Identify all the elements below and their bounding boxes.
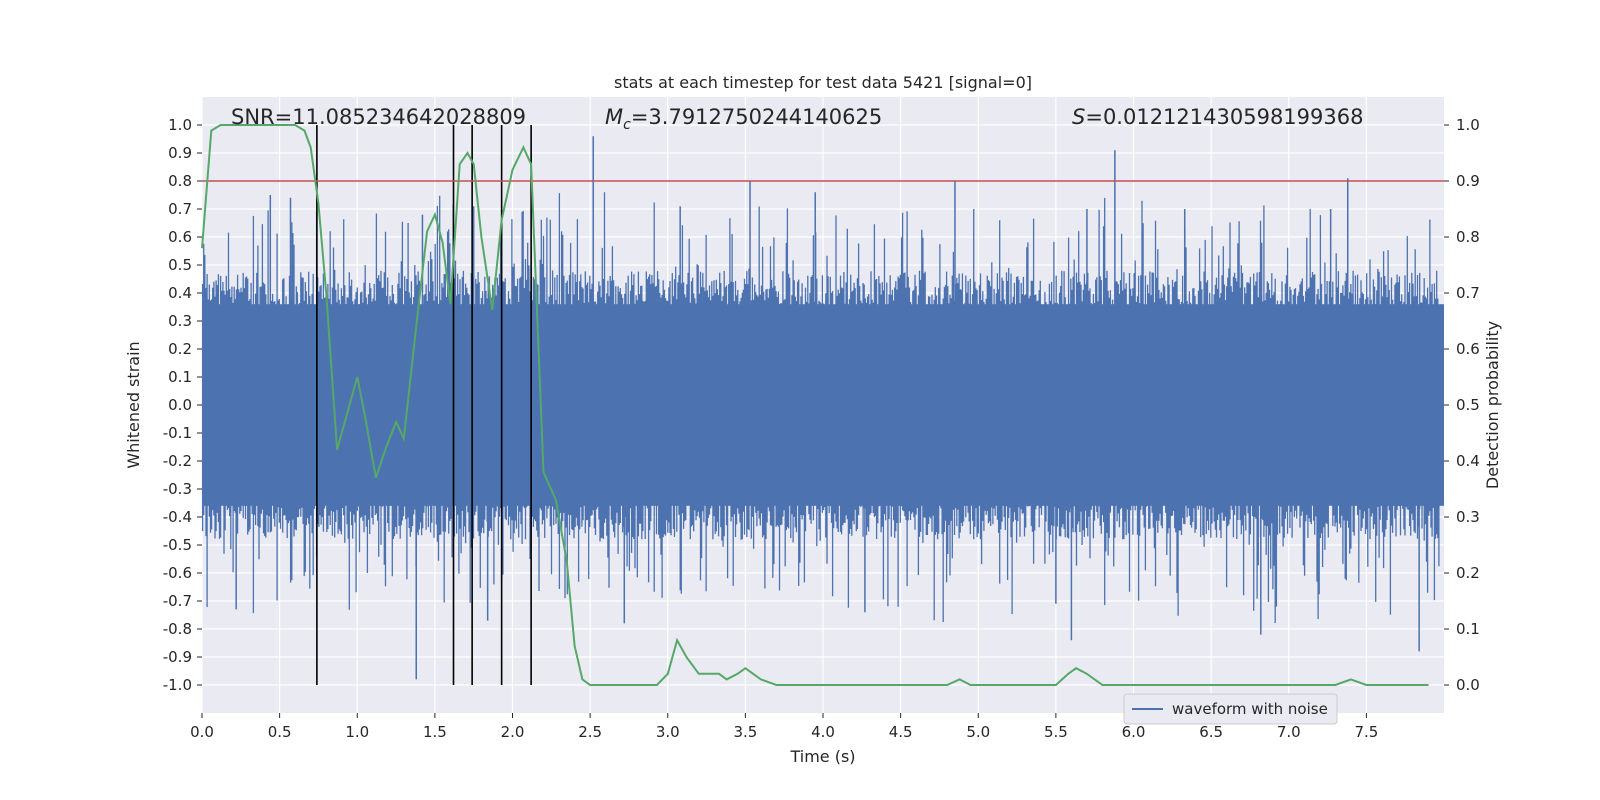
y-tick-label: 0.2: [168, 340, 192, 358]
y-tick-label: 1.0: [168, 116, 192, 134]
x-tick-label: 0.5: [268, 723, 292, 741]
y-tick-label: -0.4: [163, 508, 192, 526]
x-axis-label: Time (s): [789, 747, 855, 766]
x-tick-label: 2.0: [501, 723, 525, 741]
y-tick-label: -0.2: [163, 452, 192, 470]
y2-tick-label: 0.1: [1456, 620, 1480, 638]
y2-tick-label: 0.2: [1456, 564, 1480, 582]
y-tick-label: 0.6: [168, 228, 192, 246]
x-tick-label: 6.5: [1199, 723, 1223, 741]
y-tick-label: -0.8: [163, 620, 192, 638]
y2-tick-label: 0.0: [1456, 676, 1480, 694]
y2-axis-label: Detection probability: [1483, 321, 1502, 489]
x-tick-label: 0.0: [190, 723, 214, 741]
y-tick-label: 0.5: [168, 256, 192, 274]
y-tick-label: -0.1: [163, 424, 192, 442]
x-tick-label: 6.0: [1122, 723, 1146, 741]
x-tick-label: 7.5: [1354, 723, 1378, 741]
y2-tick-label: 0.7: [1456, 284, 1480, 302]
y-tick-label: 0.0: [168, 396, 192, 414]
y-tick-label: 0.9: [168, 144, 192, 162]
y-tick-label: -1.0: [163, 676, 192, 694]
legend-box: [1123, 693, 1338, 725]
y-tick-label: -0.3: [163, 480, 192, 498]
x-tick-label: 2.5: [578, 723, 602, 741]
y-tick-label: 0.4: [168, 284, 192, 302]
x-tick-label: 3.0: [656, 723, 680, 741]
y-tick-label: -0.6: [163, 564, 192, 582]
y-tick-label: 0.7: [168, 200, 192, 218]
x-tick-label: 1.5: [423, 723, 447, 741]
x-tick-label: 5.5: [1044, 723, 1068, 741]
x-tick-label: 7.0: [1277, 723, 1301, 741]
x-tick-label: 1.0: [345, 723, 369, 741]
legend: waveform with noise: [1123, 693, 1338, 725]
y2-tick-label: 0.5: [1456, 396, 1480, 414]
s-annotation: S=0.012121430598199368: [1072, 105, 1363, 129]
y2-tick-label: 1.0: [1456, 116, 1480, 134]
y2-tick-label: 0.8: [1456, 228, 1480, 246]
snr-annotation: SNR=11.085234642028809: [231, 105, 526, 129]
y-tick-label: -0.9: [163, 648, 192, 666]
y2-tick-label: 0.6: [1456, 340, 1480, 358]
chirp-mass-annotation: Mc=3.7912750244140625: [605, 105, 882, 133]
legend-label: waveform with noise: [1172, 700, 1328, 718]
y-tick-label: -0.7: [163, 592, 192, 610]
chart-title: stats at each timestep for test data 542…: [614, 73, 1032, 92]
x-tick-label: 4.5: [889, 723, 913, 741]
y-tick-label: 0.3: [168, 312, 192, 330]
x-tick-label: 5.0: [966, 723, 990, 741]
y-tick-label: -0.5: [163, 536, 192, 554]
strain-trace: [201, 192, 1440, 623]
y-tick-label: 0.1: [168, 368, 192, 386]
y-axis-label: Whitened strain: [124, 341, 143, 468]
x-tick-label: 4.0: [811, 723, 835, 741]
y2-tick-label: 0.4: [1456, 452, 1480, 470]
x-tick-label: 3.5: [733, 723, 757, 741]
y2-tick-label: 0.9: [1456, 172, 1480, 190]
probability-line: [201, 124, 1429, 686]
y-tick-label: 0.8: [168, 172, 192, 190]
strain-series: [201, 136, 1444, 680]
y2-tick-label: 0.3: [1456, 508, 1480, 526]
ticks: 0.0 0.5 1.0 1.5 2.0 2.5 3.0 3.5 4.0 4.5 5.0 5.5 6.0 6…: [163, 116, 1480, 741]
